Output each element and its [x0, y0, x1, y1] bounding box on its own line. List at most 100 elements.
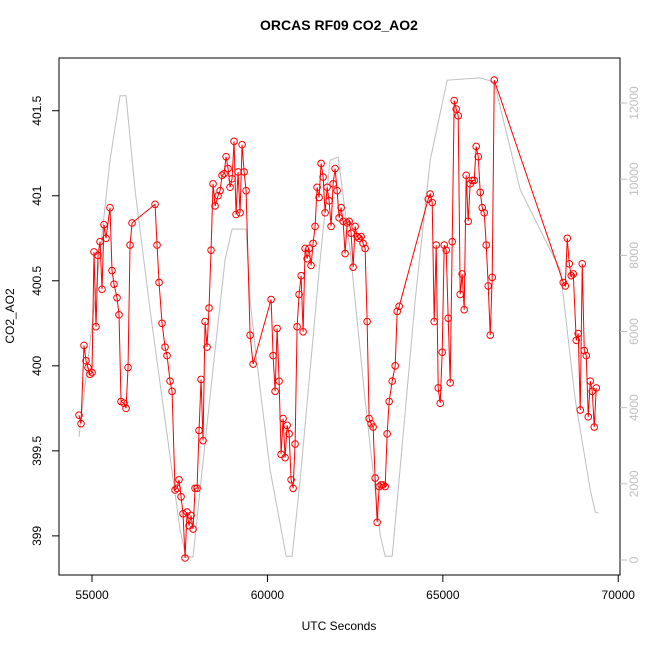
x-tick-label: 60000: [251, 588, 285, 602]
data-point: [249, 360, 257, 368]
data-point: [271, 387, 279, 396]
data-point: [269, 351, 277, 360]
data-point: [452, 105, 461, 113]
data-point: [347, 229, 355, 237]
data-point: [124, 363, 132, 372]
data-point: [122, 404, 130, 413]
data-point: [446, 379, 455, 387]
data-point: [88, 368, 96, 377]
data-point: [307, 261, 315, 270]
data-point: [293, 322, 301, 331]
data-point: [301, 244, 309, 253]
data-point: [299, 328, 307, 336]
data-point: [480, 208, 489, 217]
data-point: [295, 290, 303, 299]
y2-tick-label: 0: [627, 556, 641, 563]
data-point: [195, 426, 203, 435]
data-point: [120, 399, 128, 408]
data-point: [179, 509, 187, 518]
data-point: [430, 317, 439, 326]
data-point: [216, 186, 224, 195]
series-line: [78, 79, 597, 559]
data-point: [240, 168, 248, 176]
data-point: [211, 202, 219, 210]
y2-tick-label: 4000: [627, 394, 641, 421]
data-point: [586, 377, 595, 385]
data-point: [428, 198, 437, 207]
data-point: [395, 302, 403, 311]
data-point: [275, 377, 283, 385]
data-point: [96, 237, 104, 246]
data-point: [565, 259, 574, 268]
data-point: [590, 423, 599, 431]
data-point: [234, 168, 242, 176]
data-point: [205, 304, 213, 312]
data-point: [436, 399, 445, 408]
data-point: [153, 241, 161, 249]
y-tick-label: 399: [30, 526, 44, 546]
data-point: [267, 295, 275, 304]
data-point: [482, 241, 491, 249]
data-point: [100, 220, 108, 229]
data-point: [303, 254, 311, 263]
data-point: [572, 336, 581, 345]
data-point: [305, 244, 313, 253]
x-tick-label: 55000: [75, 588, 109, 602]
data-point: [458, 270, 467, 278]
data-point: [281, 453, 289, 462]
y2-tick-label: 12000: [627, 86, 641, 120]
data-point: [381, 482, 389, 491]
data-point: [484, 282, 493, 290]
data-point: [315, 193, 323, 202]
data-point: [151, 200, 159, 209]
y-tick-label: 400.5: [30, 265, 44, 295]
plot-box: [58, 57, 621, 576]
data-point: [238, 140, 246, 149]
data-point: [289, 484, 297, 493]
data-point: [92, 322, 100, 331]
data-point: [355, 234, 363, 243]
data-point: [569, 270, 578, 278]
data-point: [444, 314, 453, 323]
data-point: [361, 244, 369, 253]
y2-tick-label: 8000: [627, 242, 641, 269]
data-point: [313, 183, 321, 192]
data-point: [283, 421, 291, 430]
data-point: [242, 186, 250, 195]
data-point: [319, 173, 327, 181]
data-point: [171, 486, 179, 494]
data-point: [325, 197, 333, 205]
data-point: [353, 232, 361, 241]
data-point: [108, 266, 116, 275]
data-point: [297, 271, 305, 280]
data-point: [448, 237, 457, 246]
data-point: [317, 159, 325, 168]
y2-tick-label: 10000: [627, 162, 641, 196]
data-point: [474, 152, 483, 161]
data-point: [201, 317, 209, 326]
data-point: [468, 176, 476, 185]
data-point: [580, 346, 589, 355]
data-point: [476, 188, 485, 197]
data-point: [311, 222, 319, 231]
data-point: [375, 482, 383, 491]
y-tick-label: 399.5: [30, 436, 44, 466]
data-point: [77, 419, 85, 428]
data-point: [220, 169, 228, 178]
data-point: [80, 341, 88, 350]
y-tick-label: 401: [30, 185, 44, 205]
data-point: [228, 174, 236, 183]
data-point: [490, 76, 499, 84]
data-point: [155, 278, 163, 287]
data-point: [470, 176, 478, 185]
data-point: [273, 324, 281, 333]
data-point: [393, 307, 401, 316]
data-point: [426, 190, 435, 198]
data-point: [189, 525, 197, 533]
data-point: [224, 164, 232, 173]
chart-title: ORCAS RF09 CO2_AO2: [260, 17, 418, 33]
data-point: [75, 411, 83, 419]
data-point: [371, 474, 379, 482]
data-point: [226, 183, 234, 192]
